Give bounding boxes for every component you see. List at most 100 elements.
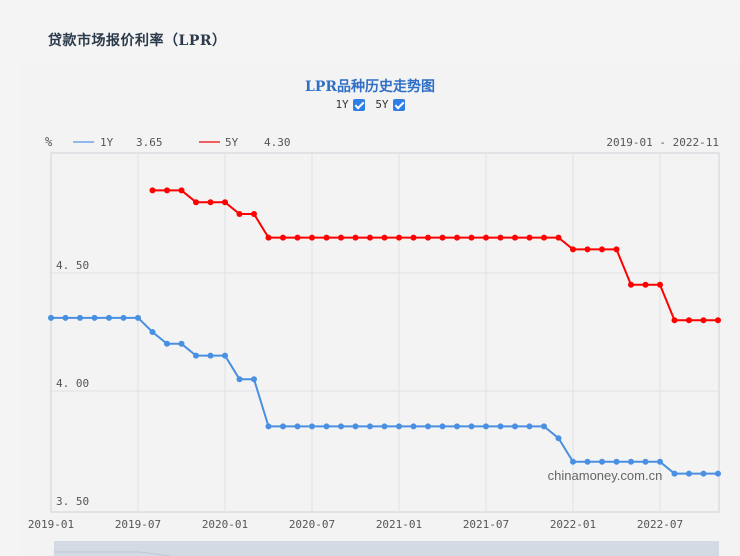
data-point[interactable] <box>613 246 620 253</box>
data-point[interactable] <box>48 314 54 321</box>
data-point[interactable] <box>251 376 257 383</box>
data-point[interactable] <box>439 423 446 430</box>
data-point[interactable] <box>280 234 286 241</box>
data-point[interactable] <box>454 234 460 241</box>
data-point[interactable] <box>628 458 634 465</box>
data-point[interactable] <box>135 314 141 321</box>
data-point[interactable] <box>671 470 678 477</box>
data-point[interactable] <box>454 423 460 430</box>
legend-5y[interactable]: 5Y 4.30 <box>199 136 291 149</box>
data-point[interactable] <box>178 187 185 194</box>
data-point[interactable] <box>265 423 272 430</box>
data-point[interactable] <box>381 423 388 430</box>
data-point[interactable] <box>599 246 605 253</box>
data-point[interactable] <box>352 234 359 241</box>
legend-1y[interactable]: 1Y 3.65 <box>73 136 163 149</box>
data-point[interactable] <box>338 234 344 241</box>
data-point[interactable] <box>483 234 489 241</box>
data-point[interactable] <box>468 234 475 241</box>
data-point[interactable] <box>512 423 518 430</box>
data-point[interactable] <box>149 329 156 335</box>
data-point[interactable] <box>541 234 547 241</box>
data-point[interactable] <box>570 246 576 253</box>
data-point[interactable] <box>700 470 707 477</box>
data-point[interactable] <box>396 234 402 241</box>
data-point[interactable] <box>309 234 315 241</box>
y-tick-label: 4. 50 <box>56 259 89 272</box>
data-point[interactable] <box>193 352 199 359</box>
data-point[interactable] <box>352 423 359 430</box>
data-point[interactable] <box>425 234 431 241</box>
data-point[interactable] <box>584 246 591 253</box>
data-point[interactable] <box>280 423 286 430</box>
data-point[interactable] <box>149 187 156 194</box>
data-point[interactable] <box>207 352 214 359</box>
data-point[interactable] <box>236 376 243 383</box>
x-axis-ticks: 2019-01 2019-07 2020-01 2020-07 2021-01 2021-… <box>28 518 683 531</box>
data-point[interactable] <box>164 340 170 347</box>
data-point[interactable] <box>367 234 373 241</box>
data-point[interactable] <box>686 317 692 324</box>
data-point[interactable] <box>396 423 402 430</box>
data-point[interactable] <box>381 234 388 241</box>
data-point[interactable] <box>483 423 489 430</box>
data-point[interactable] <box>309 423 315 430</box>
data-point[interactable] <box>410 234 417 241</box>
data-point[interactable] <box>555 435 562 442</box>
data-point[interactable] <box>222 352 228 359</box>
data-point[interactable] <box>425 423 431 430</box>
data-point[interactable] <box>584 458 591 465</box>
data-point[interactable] <box>338 423 344 430</box>
data-point[interactable] <box>323 234 330 241</box>
data-point[interactable] <box>570 458 576 465</box>
data-point[interactable] <box>555 234 562 241</box>
data-point[interactable] <box>251 211 257 217</box>
data-point[interactable] <box>599 458 605 465</box>
data-point[interactable] <box>323 423 330 430</box>
checkbox-1y-icon[interactable] <box>352 98 365 111</box>
data-point[interactable] <box>265 234 272 241</box>
data-point[interactable] <box>497 234 504 241</box>
checkbox-5y-icon[interactable] <box>392 98 405 111</box>
data-point[interactable] <box>193 199 199 206</box>
data-point[interactable] <box>642 281 649 288</box>
data-point[interactable] <box>439 234 446 241</box>
data-point[interactable] <box>120 314 127 321</box>
data-point[interactable] <box>106 314 112 321</box>
x-tick-label: 2021-01 <box>376 518 422 531</box>
data-point[interactable] <box>294 423 301 430</box>
y-axis-ticks: 3. 50 4. 00 4. 50 <box>56 259 89 508</box>
data-point[interactable] <box>91 314 98 321</box>
data-point[interactable] <box>62 314 69 321</box>
data-point[interactable] <box>236 211 243 217</box>
data-point[interactable] <box>613 458 620 465</box>
data-point[interactable] <box>657 281 663 288</box>
data-point[interactable] <box>642 458 649 465</box>
data-point[interactable] <box>686 470 692 477</box>
data-point[interactable] <box>526 423 533 430</box>
data-point[interactable] <box>164 187 170 194</box>
data-point[interactable] <box>77 314 83 321</box>
data-point[interactable] <box>178 340 185 347</box>
data-point[interactable] <box>541 423 547 430</box>
data-point[interactable] <box>671 317 678 324</box>
data-point[interactable] <box>468 423 475 430</box>
data-point[interactable] <box>367 423 373 430</box>
data-point[interactable] <box>512 234 518 241</box>
date-range-label: 2019-01 - 2022-11 <box>606 136 719 149</box>
data-point[interactable] <box>628 281 634 288</box>
range-navigator[interactable] <box>54 541 719 556</box>
data-point[interactable] <box>700 317 707 324</box>
data-point[interactable] <box>497 423 504 430</box>
data-point[interactable] <box>294 234 301 241</box>
watermark: chinamoney.com.cn <box>548 468 663 483</box>
data-point[interactable] <box>715 317 721 324</box>
data-point[interactable] <box>526 234 533 241</box>
data-point[interactable] <box>410 423 417 430</box>
data-point[interactable] <box>222 199 228 206</box>
data-point[interactable] <box>715 470 721 477</box>
data-point[interactable] <box>657 458 663 465</box>
toggle-1y[interactable]: 1Y <box>335 98 365 111</box>
toggle-5y[interactable]: 5Y <box>375 98 405 111</box>
data-point[interactable] <box>207 199 214 206</box>
